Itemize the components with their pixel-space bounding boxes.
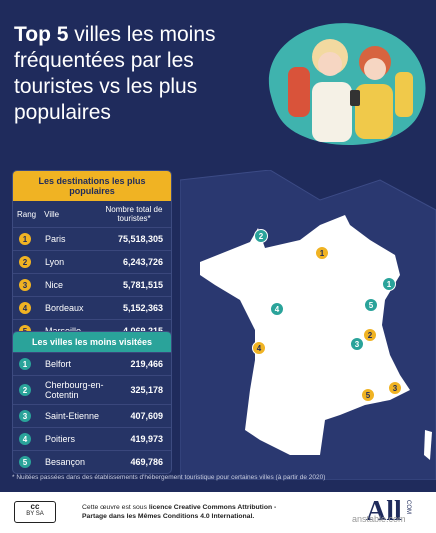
map-marker — [382, 277, 396, 291]
map-marker-label: 3 — [393, 384, 398, 393]
map-marker — [363, 328, 377, 342]
map-marker-label: 2 — [368, 331, 373, 340]
visitors: 5,781,515 — [122, 280, 163, 290]
illustration — [268, 23, 426, 145]
column-header: Ville — [44, 209, 60, 219]
map-marker-label: 5 — [369, 301, 374, 310]
table-row: 2 Cherbourg-en-Cotentin 325,178 — [13, 375, 171, 404]
rank-badge: 3 — [19, 279, 31, 291]
table-row: 5 Besançon 469,786 — [13, 450, 171, 473]
map-marker-label: 5 — [366, 391, 371, 400]
city: Poitiers — [45, 434, 76, 444]
city: Lyon — [45, 257, 65, 267]
visitors: 219,466 — [130, 359, 163, 369]
rank-badge: 1 — [19, 233, 31, 245]
cc-badge-bottom: BY SA — [26, 511, 44, 517]
least-table: Les villes les moins visitées 1 Belfort 21… — [12, 331, 172, 474]
table-row: 3 Saint-Etienne 407,609 — [13, 404, 171, 427]
city: Besançon — [45, 457, 86, 467]
title-rest: villes les moins fréquentées par les tou… — [14, 23, 216, 124]
visitors: 6,243,726 — [122, 257, 163, 267]
map-marker — [350, 337, 364, 351]
rank-badge: 1 — [19, 358, 31, 370]
footer: cc BY SA Cette œuvre est sous licence Cr… — [0, 492, 436, 533]
footnote: * Nuitées passées dans des établissement… — [12, 474, 326, 481]
visitors: 75,518,305 — [117, 234, 163, 244]
rank-badge: 4 — [19, 302, 31, 314]
popular-table: Les destinations les plus populaires Ran… — [12, 170, 172, 343]
watermark: anstable.com — [352, 514, 406, 524]
column-header: Rang — [17, 209, 37, 219]
license-text: Cette œuvre est sous — [82, 504, 147, 511]
rank-badge: 2 — [19, 384, 31, 396]
license: Cette œuvre est sous licence Creative Co… — [82, 503, 292, 521]
city: Paris — [45, 234, 66, 244]
license-link[interactable]: licence Creative Commons Attribution - P… — [82, 504, 277, 520]
map-marker — [388, 381, 402, 395]
map-marker — [252, 341, 266, 355]
table-row: 4 Poitiers 419,973 — [13, 427, 171, 450]
table-row: 1 Belfort 219,466 — [13, 352, 171, 375]
map-marker — [364, 298, 378, 312]
title: Top 5 villes les moins fréquentées par l… — [14, 22, 254, 126]
map-marker — [361, 388, 375, 402]
table-row: 2 Lyon 6,243,726 — [13, 250, 171, 273]
map-marker-label: 2 — [259, 232, 264, 241]
map-marker-label: 4 — [257, 344, 262, 353]
cc-badge: cc BY SA — [14, 501, 56, 523]
city: Nice — [45, 280, 64, 290]
rank-badge: 2 — [19, 256, 31, 268]
visitors: 407,609 — [130, 411, 163, 421]
map-marker-label: 1 — [320, 249, 325, 258]
visitors: 5,152,363 — [122, 303, 163, 313]
rank-badge: 4 — [19, 433, 31, 445]
cc-badge-top: cc — [30, 502, 40, 511]
table-row: 4 Bordeaux 5,152,363 — [13, 296, 171, 319]
visitors: 325,178 — [130, 385, 163, 395]
table-header: Les villes les moins visitées — [13, 332, 171, 352]
rank-badge: 5 — [19, 456, 31, 468]
city: Belfort — [45, 359, 72, 369]
visitors: 419,973 — [130, 434, 163, 444]
map-marker-label: 1 — [387, 280, 392, 289]
table-row: 3 Nice 5,781,515 — [13, 273, 171, 296]
column-headers: Rang Ville Nombre total de touristes* — [13, 201, 171, 227]
logo-sub: COM — [405, 500, 411, 514]
map-marker-label: 3 — [355, 340, 360, 349]
table-header: Les destinations les plus populaires — [13, 171, 171, 201]
rank-badge: 3 — [19, 410, 31, 422]
column-header: Nombre total de touristes* — [105, 205, 163, 223]
logo: All — [366, 496, 402, 527]
city: Cherbourg-en-Cotentin — [45, 380, 104, 400]
map-marker — [270, 302, 284, 316]
title-bold: Top 5 — [14, 23, 69, 46]
map-marker — [315, 246, 329, 260]
table-row: 1 Paris 75,518,305 — [13, 227, 171, 250]
city: Saint-Etienne — [45, 411, 100, 421]
city: Bordeaux — [45, 303, 84, 313]
map-marker-label: 4 — [275, 305, 280, 314]
map-marker — [254, 229, 268, 243]
visitors: 469,786 — [130, 457, 163, 467]
